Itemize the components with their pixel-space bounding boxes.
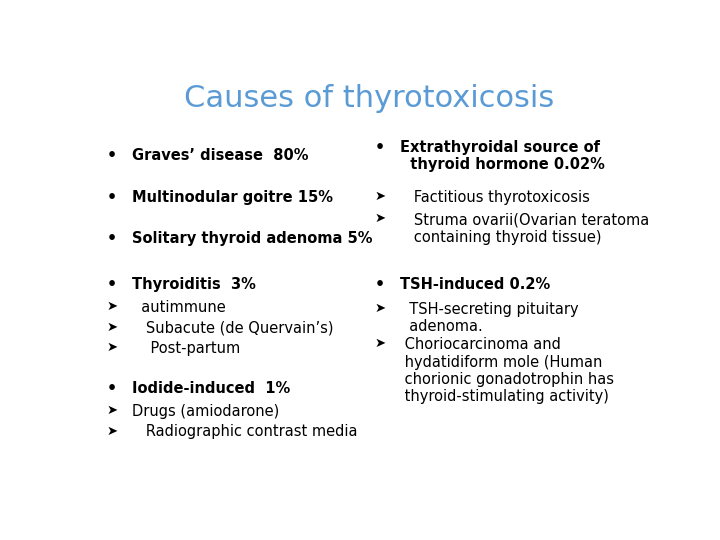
Text: ➤: ➤ — [374, 302, 386, 315]
Text: •: • — [107, 381, 117, 396]
Text: Choriocarcinoma and
 hydatidiform mole (Human
 chorionic gonadotrophin has
 thyr: Choriocarcinoma and hydatidiform mole (H… — [400, 337, 613, 404]
Text: ➤: ➤ — [107, 300, 118, 313]
Text: Multinodular goitre 15%: Multinodular goitre 15% — [132, 190, 333, 205]
Text: Causes of thyrotoxicosis: Causes of thyrotoxicosis — [184, 84, 554, 112]
Text: ➤: ➤ — [107, 321, 118, 334]
Text: •: • — [107, 148, 117, 163]
Text: Graves’ disease  80%: Graves’ disease 80% — [132, 148, 308, 163]
Text: autimmune: autimmune — [132, 300, 225, 315]
Text: •: • — [374, 277, 384, 292]
Text: •: • — [107, 231, 117, 246]
Text: TSH-secreting pituitary
  adenoma.: TSH-secreting pituitary adenoma. — [400, 302, 578, 334]
Text: Radiographic contrast media: Radiographic contrast media — [132, 424, 357, 440]
Text: ➤: ➤ — [107, 341, 118, 354]
Text: ➤: ➤ — [107, 404, 118, 417]
Text: Solitary thyroid adenoma 5%: Solitary thyroid adenoma 5% — [132, 231, 372, 246]
Text: Drugs (amiodarone): Drugs (amiodarone) — [132, 404, 279, 418]
Text: Post-partum: Post-partum — [132, 341, 240, 356]
Text: ➤: ➤ — [374, 337, 386, 350]
Text: Subacute (de Quervain’s): Subacute (de Quervain’s) — [132, 321, 333, 335]
Text: •: • — [374, 140, 384, 154]
Text: ➤: ➤ — [107, 424, 118, 437]
Text: •: • — [107, 277, 117, 292]
Text: Extrathyroidal source of
  thyroid hormone 0.02%: Extrathyroidal source of thyroid hormone… — [400, 140, 605, 172]
Text: TSH-induced 0.2%: TSH-induced 0.2% — [400, 277, 550, 292]
Text: •: • — [107, 190, 117, 205]
Text: Struma ovarii(Ovarian teratoma
   containing thyroid tissue): Struma ovarii(Ovarian teratoma containin… — [400, 212, 649, 245]
Text: Factitious thyrotoxicosis: Factitious thyrotoxicosis — [400, 190, 590, 205]
Text: Iodide-induced  1%: Iodide-induced 1% — [132, 381, 290, 396]
Text: Thyroiditis  3%: Thyroiditis 3% — [132, 277, 256, 292]
Text: ➤: ➤ — [374, 190, 386, 202]
Text: ➤: ➤ — [374, 212, 386, 225]
